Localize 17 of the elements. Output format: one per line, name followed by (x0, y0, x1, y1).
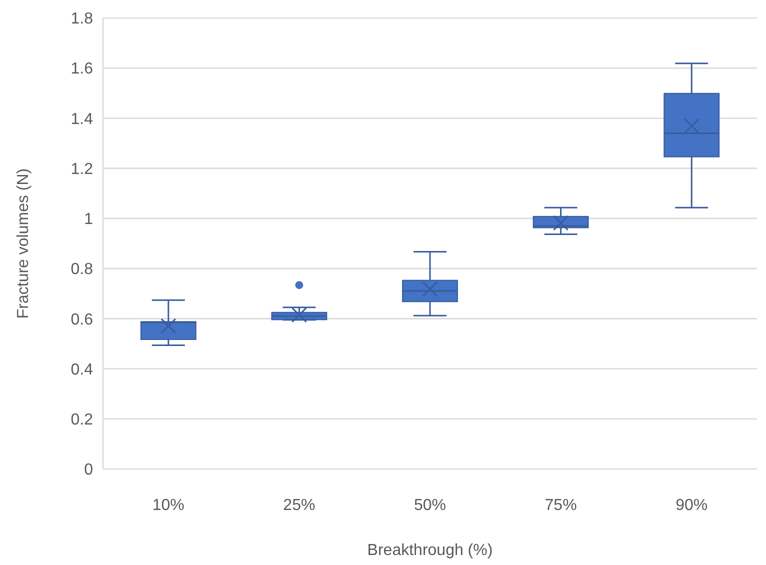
y-tick-label: 0.8 (70, 261, 94, 278)
y-tick-label: 1.4 (70, 110, 94, 128)
y-tick-label: 0.6 (70, 311, 94, 328)
x-tick-label: 90% (676, 497, 708, 514)
y-tick-label: 1 (84, 211, 94, 228)
y-tick-label: 1.6 (70, 60, 94, 78)
y-tick-label: 0.4 (70, 361, 94, 378)
x-tick-label: 25% (283, 497, 316, 514)
y-tick-label: 0.2 (70, 411, 94, 428)
x-tick-label: 10% (152, 497, 184, 514)
y-tick-label: 0 (84, 462, 94, 479)
x-tick-label: 50% (414, 497, 446, 514)
x-tick-label: 75% (544, 497, 577, 514)
y-tick-label: 1.2 (70, 160, 94, 178)
y-tick-label: 1.8 (70, 10, 94, 28)
y-axis-title: Fracture volumes (N) (15, 168, 32, 319)
x-axis-title: Breakthrough (%) (367, 542, 493, 559)
